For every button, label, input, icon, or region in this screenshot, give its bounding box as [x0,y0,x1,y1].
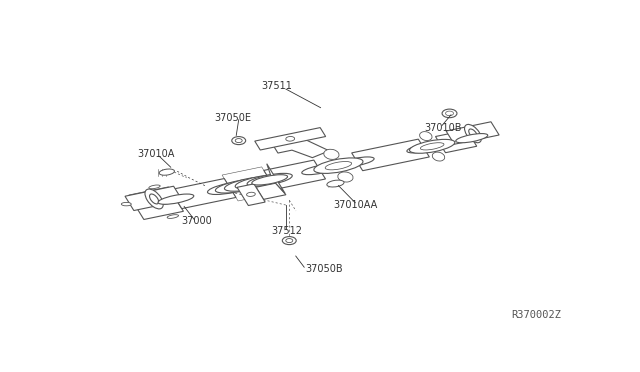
Ellipse shape [216,179,264,193]
Polygon shape [222,167,278,201]
Polygon shape [125,186,182,211]
Ellipse shape [159,169,175,175]
Ellipse shape [232,137,246,145]
Ellipse shape [150,194,159,204]
Text: 37050E: 37050E [214,113,251,123]
Polygon shape [129,187,184,219]
Ellipse shape [302,164,337,174]
Ellipse shape [122,202,131,206]
Ellipse shape [456,134,488,143]
Ellipse shape [468,129,477,138]
Polygon shape [271,137,329,158]
Ellipse shape [327,180,344,187]
Text: 37512: 37512 [271,227,302,236]
Polygon shape [351,139,429,171]
Ellipse shape [207,182,253,195]
Ellipse shape [432,152,445,161]
Ellipse shape [282,237,296,245]
Ellipse shape [465,124,481,143]
Ellipse shape [145,189,163,209]
Ellipse shape [247,173,292,186]
Text: 37010B: 37010B [425,123,462,133]
Text: 37050B: 37050B [306,264,343,275]
Text: 37010AA: 37010AA [333,200,377,210]
Polygon shape [446,122,499,144]
Polygon shape [256,183,286,199]
Text: 37511: 37511 [261,81,292,91]
Ellipse shape [212,183,248,193]
Ellipse shape [286,137,294,141]
Ellipse shape [252,175,287,185]
Polygon shape [237,184,265,205]
Ellipse shape [158,194,194,204]
Ellipse shape [340,157,374,167]
Polygon shape [170,179,236,209]
Ellipse shape [420,132,432,141]
Ellipse shape [407,143,441,153]
Polygon shape [264,160,326,189]
Ellipse shape [167,215,179,218]
Ellipse shape [338,172,353,182]
Polygon shape [267,164,285,193]
Polygon shape [255,128,326,150]
Ellipse shape [236,139,242,142]
Ellipse shape [410,140,455,153]
Ellipse shape [225,177,275,191]
Ellipse shape [286,238,292,243]
Ellipse shape [246,192,255,196]
Ellipse shape [325,161,351,170]
Text: 37010A: 37010A [137,149,175,159]
Ellipse shape [235,175,284,189]
Ellipse shape [442,109,457,118]
Text: 37000: 37000 [182,217,212,227]
Ellipse shape [314,158,363,173]
Ellipse shape [420,143,444,150]
Text: R370002Z: R370002Z [511,310,561,320]
Ellipse shape [149,185,160,189]
Ellipse shape [445,111,454,116]
Ellipse shape [324,149,339,159]
Polygon shape [435,130,477,153]
